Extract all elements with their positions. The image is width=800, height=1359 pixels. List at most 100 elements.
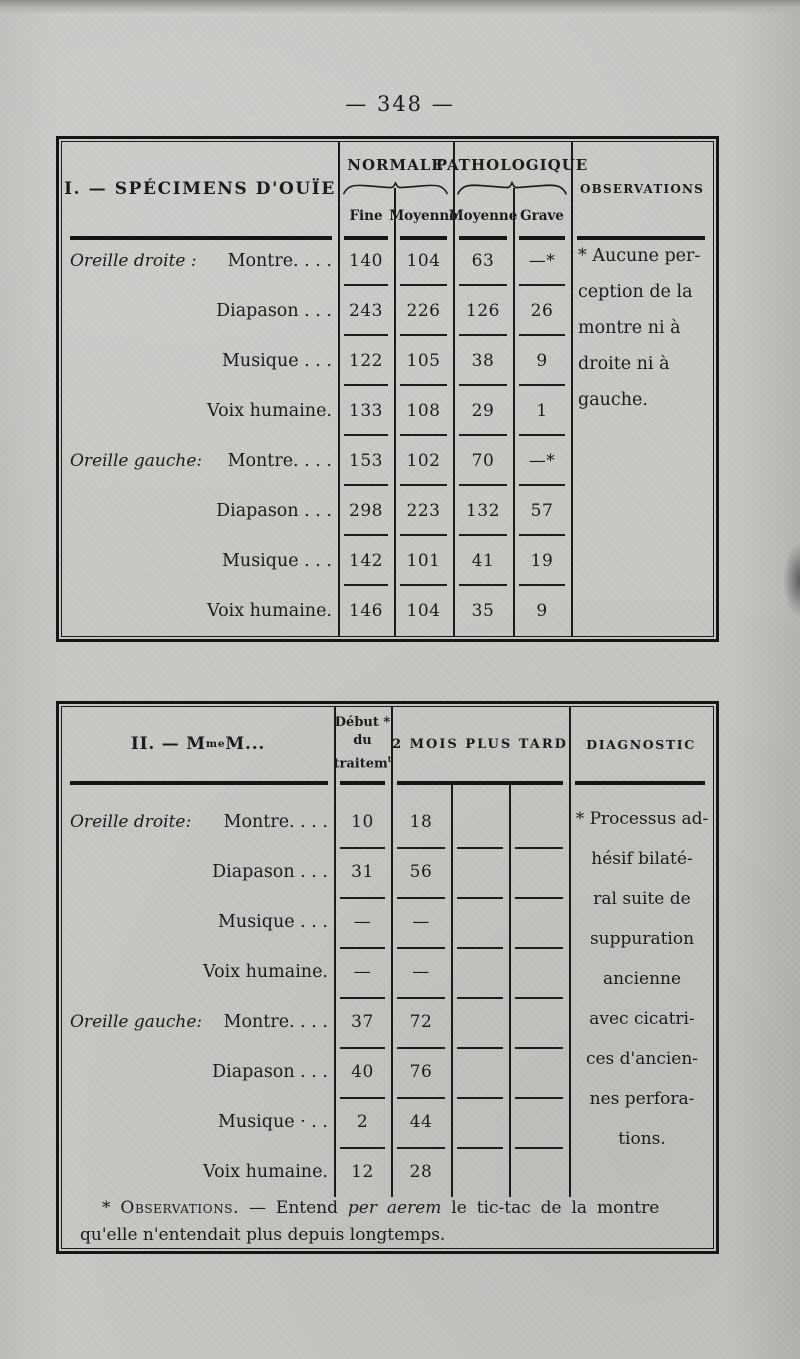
table-row: Musique . . . 122 105 38 9 xyxy=(62,336,713,386)
stimulus-label: Montre. . . . xyxy=(223,1012,328,1032)
value-cell: 2 xyxy=(356,1112,369,1132)
table2-title-sup: me xyxy=(205,738,226,750)
table2-two-months-header: 2 MOIS PLUS TARD xyxy=(392,736,568,752)
value-cell: —* xyxy=(528,451,556,471)
table-row: Musique . . . — — xyxy=(62,897,713,947)
value-cell: — xyxy=(353,912,372,932)
overbrace-pathologique-icon xyxy=(457,181,567,195)
scan-top-edge xyxy=(0,0,800,14)
header-rule xyxy=(340,781,385,785)
value-cell: 40 xyxy=(351,1062,374,1082)
table2-title-main: II. — M xyxy=(130,734,206,754)
value-cell: 108 xyxy=(406,401,441,421)
column-divider xyxy=(338,142,340,636)
debut-line3: traitemt xyxy=(334,750,392,773)
stimulus-label: Musique . . . xyxy=(222,351,332,371)
row-separators xyxy=(519,236,565,588)
value-cell: 37 xyxy=(351,1012,374,1032)
value-cell: 38 xyxy=(471,351,495,371)
value-cell: 63 xyxy=(471,251,495,271)
value-cell: 35 xyxy=(471,601,495,621)
table-row: Oreille droite: Montre. . . . 10 18 xyxy=(62,797,713,847)
value-cell: 243 xyxy=(349,301,383,321)
stimulus-label: Musique . . . xyxy=(222,551,332,571)
value-cell: 122 xyxy=(349,351,383,371)
column-divider xyxy=(394,188,396,636)
header-rule xyxy=(397,781,563,785)
column-divider xyxy=(509,781,511,1197)
ear-label: Oreille droite: xyxy=(70,812,192,832)
debut-line3-base: traitem xyxy=(333,756,388,772)
footnote-rest: le tic-tac de la montre xyxy=(441,1198,660,1218)
table-row: Voix humaine. — — xyxy=(62,947,713,997)
table-row: Diapason . . . 31 56 xyxy=(62,847,713,897)
stimulus-label: Musique . . . xyxy=(218,912,328,932)
value-cell: 102 xyxy=(406,451,441,471)
value-cell: 9 xyxy=(536,351,548,371)
table1-observations-header: OBSERVATIONS xyxy=(579,182,705,196)
footnote-line1: * Observations. — Entend per aerem le ti… xyxy=(74,1195,699,1222)
value-cell: —* xyxy=(528,251,556,271)
table-row: Musique . . . 142 101 41 19 xyxy=(62,536,713,586)
value-cell: 1 xyxy=(536,401,548,421)
value-cell: 28 xyxy=(409,1162,433,1182)
row-separators xyxy=(400,236,447,588)
stimulus-label: Voix humaine. xyxy=(207,601,332,621)
stimulus-label: Voix humaine. xyxy=(203,1162,328,1182)
table-row: Oreille gauche: Montre. . . . 153 102 70… xyxy=(62,436,713,486)
table-row: Diapason . . . 243 226 126 26 xyxy=(62,286,713,336)
value-cell: 9 xyxy=(536,601,548,621)
stimulus-label: Diapason . . . xyxy=(216,501,332,521)
value-cell: 101 xyxy=(406,551,441,571)
footnote-mid: — Entend xyxy=(239,1198,348,1218)
table1-subheader-moyenne-patho: Moyenne xyxy=(448,208,518,224)
value-cell: — xyxy=(412,962,430,982)
column-divider xyxy=(391,707,393,1197)
value-cell: 76 xyxy=(409,1062,433,1082)
debut-line3-sup: t xyxy=(387,754,392,765)
debut-line2: du xyxy=(353,733,372,749)
row-separators xyxy=(397,799,445,1149)
table-row: Voix humaine. 146 104 35 9 xyxy=(62,586,713,636)
ear-label: Oreille gauche: xyxy=(70,1012,203,1032)
value-cell: 133 xyxy=(349,401,383,421)
value-cell: 26 xyxy=(530,301,554,321)
stimulus-label: Montre. . . . xyxy=(227,451,332,471)
value-cell: 104 xyxy=(406,601,441,621)
column-divider xyxy=(453,142,455,636)
header-rule xyxy=(575,781,705,785)
table2-title-rest: M... xyxy=(225,734,266,754)
value-cell: 126 xyxy=(466,301,500,321)
value-cell: 29 xyxy=(471,401,495,421)
stimulus-label: Diapason . . . xyxy=(212,1062,328,1082)
ear-label: Oreille gauche: xyxy=(70,451,203,471)
row-separators xyxy=(340,799,385,1149)
observations-note: * Aucune per- ception de la montre ni à … xyxy=(578,246,701,410)
column-divider xyxy=(569,707,571,1197)
value-cell: 104 xyxy=(406,251,441,271)
table1-subheader-moyenne-normale: Moyenne xyxy=(389,208,458,224)
table1-subheader-grave: Grave xyxy=(520,208,564,224)
value-cell: 105 xyxy=(406,351,441,371)
table-row: Voix humaine. 12 28 xyxy=(62,1147,713,1197)
table-row: Oreille droite : Montre. . . . 140 104 6… xyxy=(62,236,713,286)
header-rule xyxy=(70,781,328,785)
footnote-star: * xyxy=(102,1198,121,1218)
row-separators xyxy=(344,236,388,588)
column-divider xyxy=(571,142,573,636)
diagnostic-note: * Processus ad- hésif bilaté- ral suite … xyxy=(575,809,709,1149)
table-row: Musique · . . 2 44 xyxy=(62,1097,713,1147)
value-cell: 72 xyxy=(409,1012,433,1032)
value-cell: 132 xyxy=(466,501,500,521)
table-row: Diapason . . . 40 76 xyxy=(62,1047,713,1097)
stimulus-label: Voix humaine. xyxy=(207,401,332,421)
stimulus-label: Diapason . . . xyxy=(216,301,332,321)
value-cell: 142 xyxy=(349,551,383,571)
column-divider xyxy=(513,188,515,636)
column-divider xyxy=(334,707,336,1197)
footnote-latin-phrase: per aerem xyxy=(347,1198,442,1218)
value-cell: 10 xyxy=(351,812,374,832)
value-cell: 223 xyxy=(406,501,441,521)
value-cell: 41 xyxy=(471,551,495,571)
